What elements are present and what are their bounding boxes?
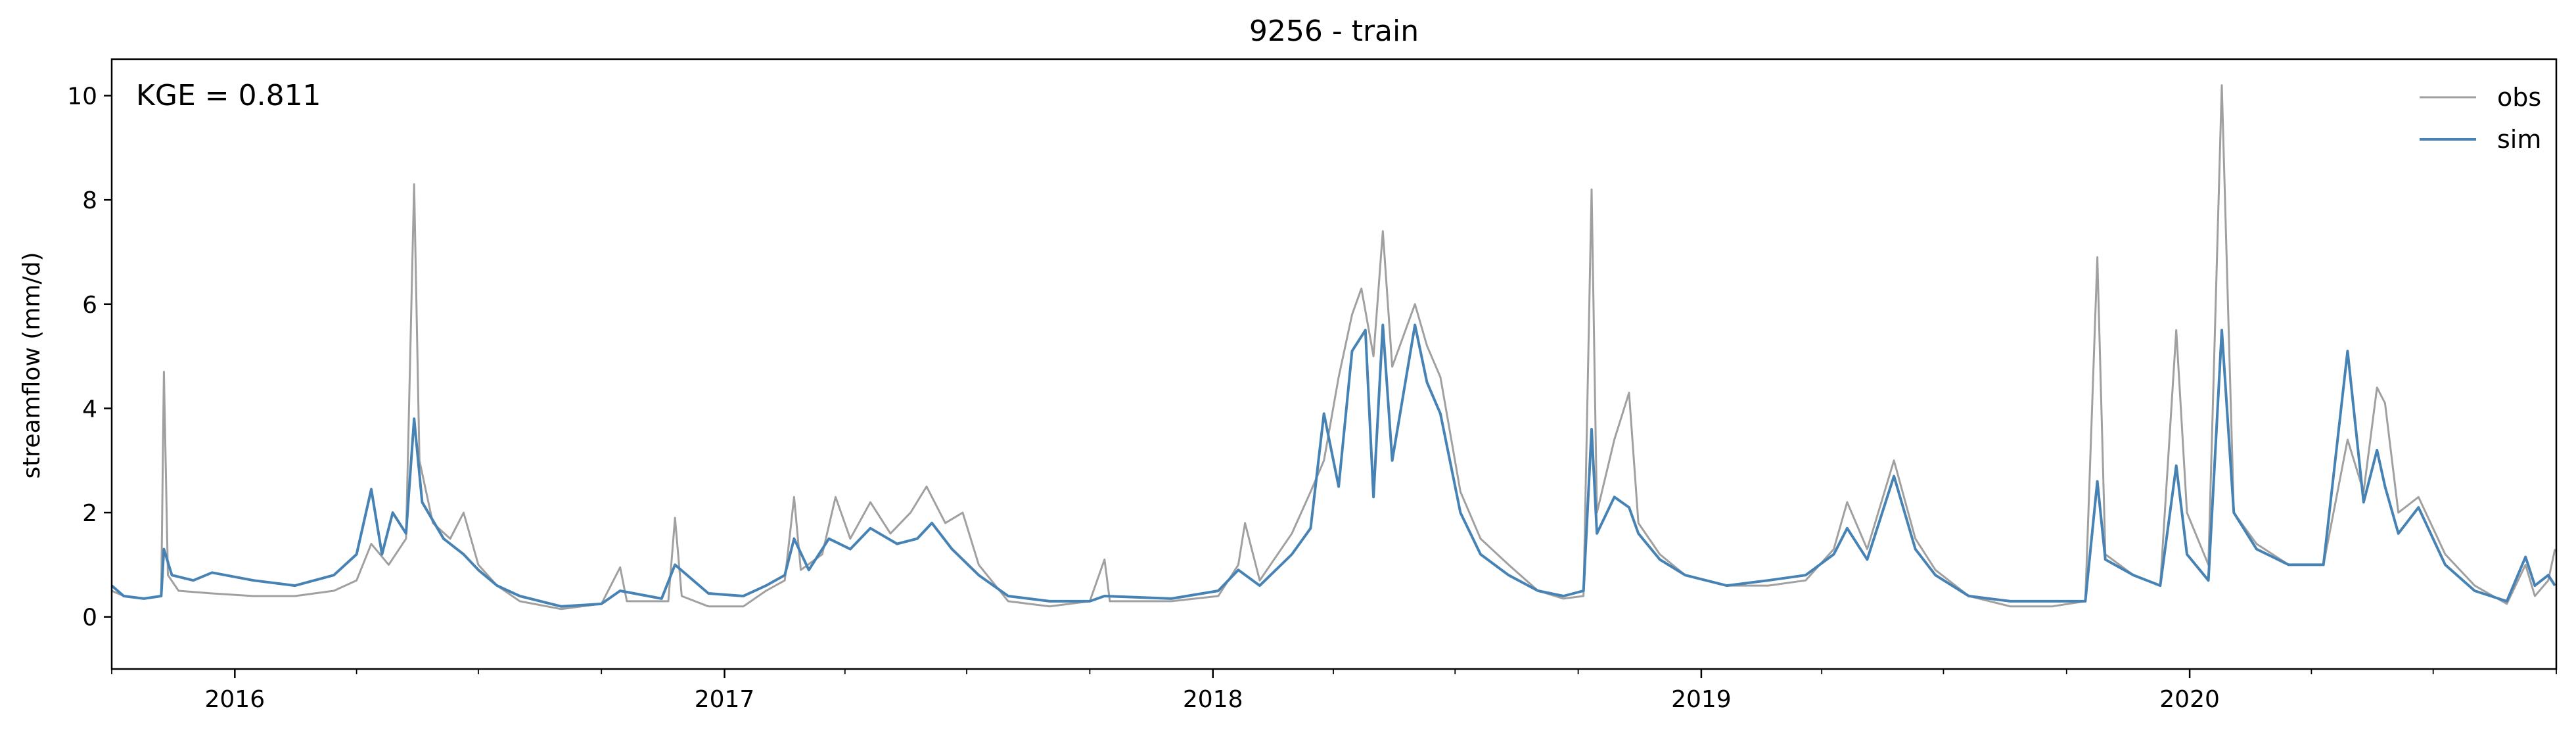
chart-title: 9256 - train xyxy=(1249,14,1419,48)
plot-frame xyxy=(110,58,2558,670)
y-tick-label: 6 xyxy=(82,292,97,319)
x-tick-label: 2017 xyxy=(695,686,755,713)
y-tick-label: 2 xyxy=(82,500,97,527)
y-tick-label: 4 xyxy=(82,396,97,423)
y-axis-title: streamflow (mm/d) xyxy=(18,252,45,479)
x-tick-label: 2018 xyxy=(1183,686,1243,713)
x-tick-label: 2019 xyxy=(1671,686,1732,713)
plot-area xyxy=(110,84,2556,611)
legend-label-obs: obs xyxy=(2497,83,2541,112)
x-tick-label: 2020 xyxy=(2159,686,2220,713)
legend-label-sim: sim xyxy=(2497,125,2541,154)
y-tick-label: 10 xyxy=(67,83,97,110)
y-tick-label: 0 xyxy=(82,605,97,632)
legend: obs sim xyxy=(2420,83,2541,154)
series-line-obs xyxy=(111,84,2556,611)
series-line-sim xyxy=(110,323,2556,608)
x-tick-label: 2016 xyxy=(205,686,265,713)
y-tick-label: 8 xyxy=(82,187,97,214)
kge-annotation: KGE = 0.811 xyxy=(136,79,321,112)
